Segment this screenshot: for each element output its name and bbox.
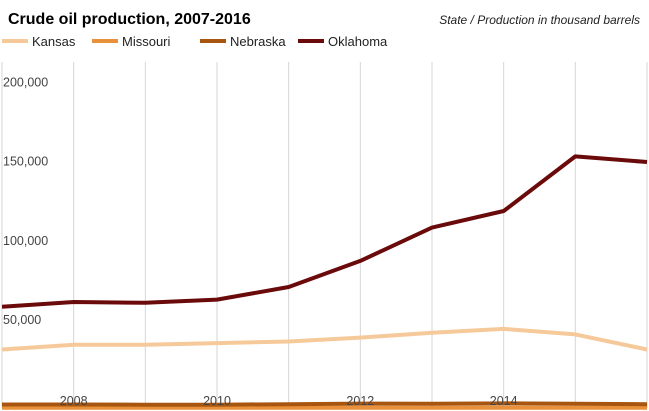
x-tick-label-2014: 2014: [490, 394, 518, 408]
legend-item-kansas: Kansas: [2, 34, 76, 49]
series-lines: [1, 154, 648, 410]
series-line-nebraska: [2, 401, 648, 407]
x-axis: 2008 2010 2012 2014: [60, 394, 518, 408]
chart-title: Crude oil production, 2007-2016: [8, 11, 251, 28]
y-tick-label-200000: 200,000: [3, 76, 48, 90]
chart-subtitle: State / Production in thousand barrels: [439, 13, 640, 27]
y-tick-label-100000: 100,000: [3, 234, 48, 248]
series-line-kansas: [1, 326, 648, 352]
legend: Kansas Missouri Nebraska Oklahoma: [2, 34, 388, 49]
x-tick-label-2008: 2008: [60, 394, 88, 408]
grid: [1, 62, 648, 408]
legend-label-kansas: Kansas: [32, 34, 76, 49]
legend-label-oklahoma: Oklahoma: [328, 34, 388, 49]
series-line-oklahoma: [1, 154, 648, 309]
y-axis: 50,000 100,000 150,000 200,000: [3, 76, 48, 327]
legend-item-oklahoma: Oklahoma: [298, 34, 388, 49]
legend-label-missouri: Missouri: [122, 34, 171, 49]
legend-label-nebraska: Nebraska: [230, 34, 286, 49]
x-tick-label-2010: 2010: [203, 394, 231, 408]
legend-item-nebraska: Nebraska: [200, 34, 286, 49]
y-tick-label-150000: 150,000: [3, 155, 48, 169]
x-tick-label-2012: 2012: [346, 394, 374, 408]
y-tick-label-50000: 50,000: [3, 313, 41, 327]
legend-item-missouri: Missouri: [92, 34, 171, 49]
